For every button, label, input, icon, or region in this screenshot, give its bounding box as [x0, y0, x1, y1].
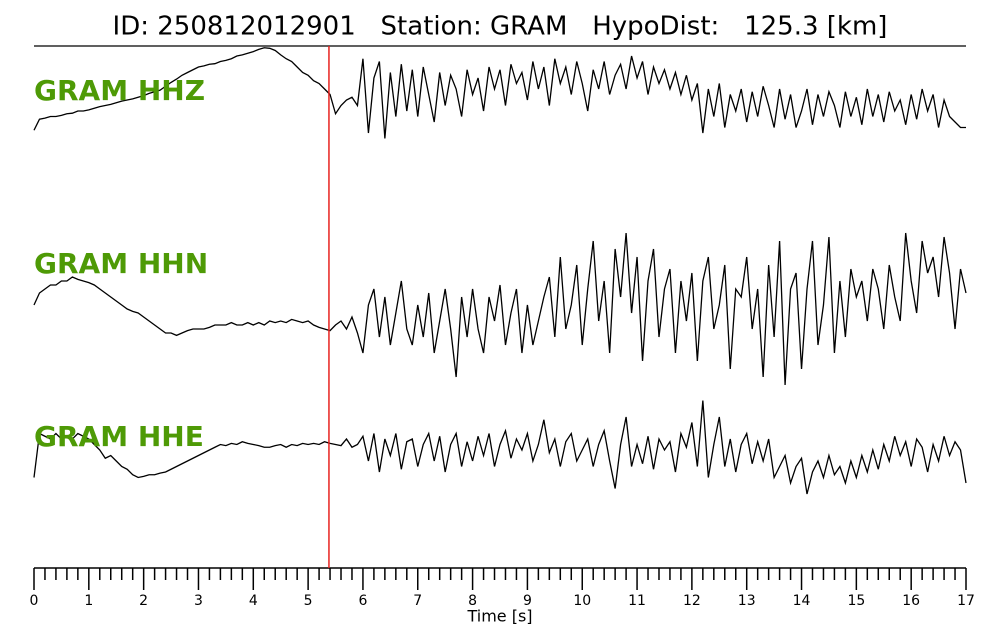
trace-label: GRAM HHE	[34, 420, 204, 453]
x-tick-label: 7	[413, 593, 422, 609]
x-tick-label: 11	[628, 593, 646, 609]
trace	[33, 232, 967, 386]
x-tick-label: 15	[847, 593, 865, 609]
trace-label: GRAM HHN	[34, 247, 208, 280]
x-tick-label: 0	[30, 593, 39, 609]
x-axis-title: Time [s]	[466, 607, 532, 626]
x-tick-label: 14	[793, 593, 811, 609]
x-tick-label: 5	[304, 593, 313, 609]
trace-label: GRAM HHZ	[34, 74, 205, 107]
x-tick-label: 10	[573, 593, 591, 609]
x-tick-label: 8	[468, 593, 477, 609]
trace	[33, 47, 966, 139]
x-tick-label: 12	[683, 593, 701, 609]
x-tick-label: 9	[523, 593, 532, 609]
chart-title: ID: 250812012901 Station: GRAM HypoDist:…	[113, 12, 888, 42]
x-tick-label: 2	[139, 593, 148, 609]
x-tick-label: 1	[84, 593, 93, 609]
x-tick-label: 4	[249, 593, 258, 609]
x-tick-label: 16	[902, 593, 920, 609]
trace	[33, 400, 967, 495]
x-tick-label: 13	[738, 593, 756, 609]
x-tick-label: 17	[957, 593, 975, 609]
x-tick-label: 6	[358, 593, 367, 609]
x-tick-label: 3	[194, 593, 203, 609]
